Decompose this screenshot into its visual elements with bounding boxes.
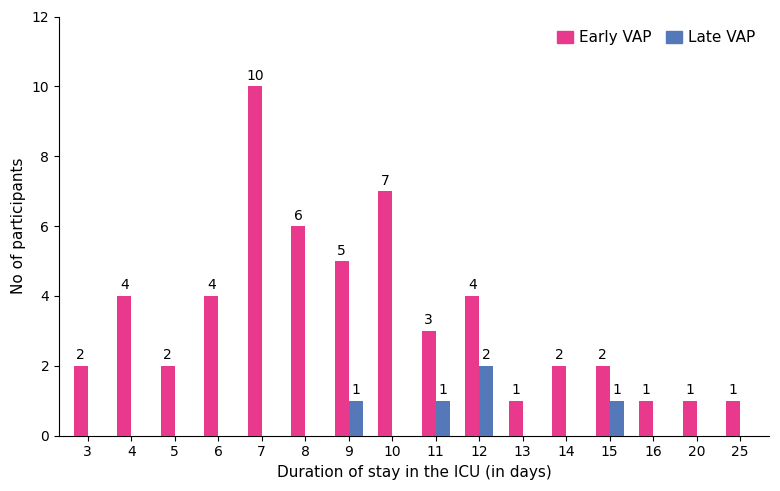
- Bar: [596, 366, 610, 436]
- Text: 7: 7: [381, 174, 390, 188]
- Text: 1: 1: [351, 383, 360, 397]
- Text: 1: 1: [686, 383, 694, 397]
- Text: 1: 1: [512, 383, 520, 397]
- Bar: [335, 261, 349, 436]
- Bar: [682, 401, 697, 436]
- Legend: Early VAP, Late VAP: Early VAP, Late VAP: [551, 24, 761, 52]
- Bar: [291, 226, 305, 436]
- Text: 10: 10: [246, 69, 264, 83]
- Text: 4: 4: [120, 278, 129, 293]
- Bar: [74, 366, 87, 436]
- Text: 1: 1: [642, 383, 651, 397]
- Text: 2: 2: [76, 348, 85, 362]
- Text: 2: 2: [555, 348, 564, 362]
- Bar: [378, 191, 392, 436]
- Bar: [466, 296, 479, 436]
- Bar: [204, 296, 218, 436]
- Text: 6: 6: [294, 209, 303, 222]
- Bar: [509, 401, 523, 436]
- Bar: [117, 296, 131, 436]
- Bar: [436, 401, 449, 436]
- Bar: [349, 401, 363, 436]
- Text: 4: 4: [207, 278, 215, 293]
- Text: 1: 1: [438, 383, 447, 397]
- Bar: [161, 366, 175, 436]
- Bar: [726, 401, 740, 436]
- Bar: [610, 401, 623, 436]
- Text: 2: 2: [163, 348, 172, 362]
- X-axis label: Duration of stay in the ICU (in days): Duration of stay in the ICU (in days): [277, 465, 551, 480]
- Text: 1: 1: [729, 383, 738, 397]
- Text: 4: 4: [468, 278, 477, 293]
- Y-axis label: No of participants: No of participants: [11, 158, 26, 295]
- Text: 3: 3: [424, 313, 433, 327]
- Text: 2: 2: [598, 348, 607, 362]
- Text: 1: 1: [612, 383, 621, 397]
- Bar: [552, 366, 566, 436]
- Bar: [248, 86, 262, 436]
- Bar: [422, 331, 436, 436]
- Text: 2: 2: [482, 348, 491, 362]
- Text: 5: 5: [338, 244, 346, 258]
- Bar: [479, 366, 493, 436]
- Bar: [640, 401, 653, 436]
